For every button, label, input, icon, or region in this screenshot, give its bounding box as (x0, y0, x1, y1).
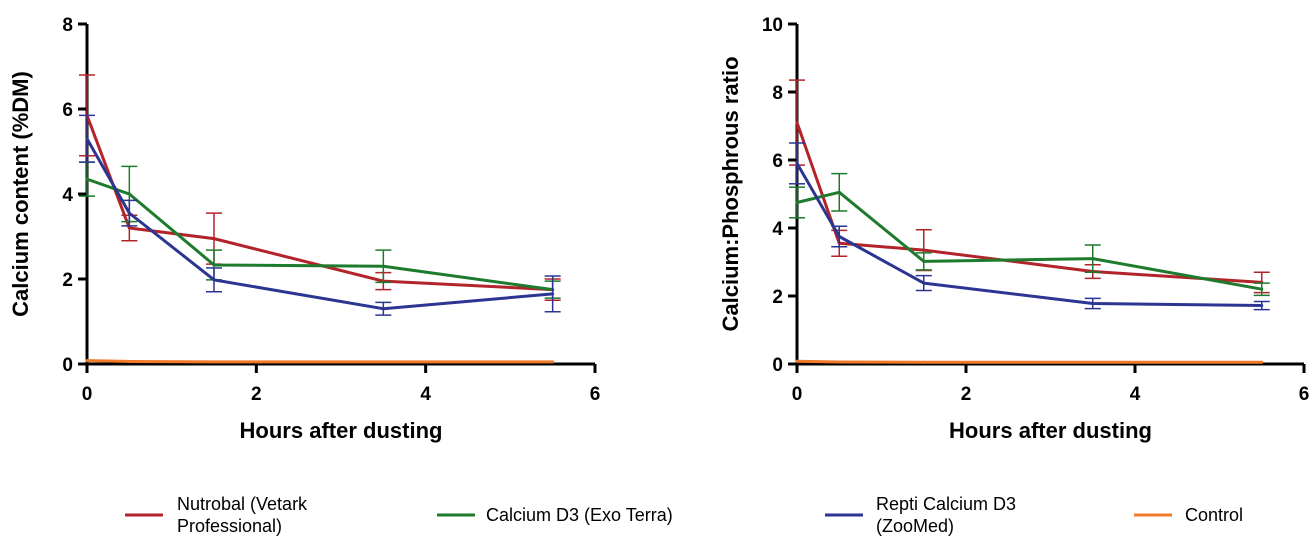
x-tick-label: 4 (420, 384, 431, 405)
data-point (127, 359, 131, 363)
series-line (795, 162, 1262, 308)
data-point (837, 190, 841, 194)
legend-label: Calcium D3 (Exo Terra) (486, 505, 673, 525)
y-tick-label: 6 (62, 100, 73, 121)
y-tick-label: 4 (62, 185, 73, 206)
data-point (1260, 360, 1264, 364)
y-tick-label: 2 (62, 270, 73, 291)
y-tick-label: 2 (772, 287, 783, 308)
data-point (127, 211, 131, 215)
legend-label: Control (1185, 505, 1243, 525)
data-point (1091, 257, 1095, 261)
y-tick-label: 0 (772, 355, 783, 376)
y-tick-label: 10 (762, 15, 783, 36)
legend-label: Repti Calcium D3 (876, 494, 1016, 514)
data-point (922, 248, 926, 252)
data-point (212, 263, 216, 267)
data-point (837, 235, 841, 238)
legend-item-control: Control (1134, 505, 1243, 525)
x-tick-label: 2 (961, 384, 972, 405)
data-point (795, 161, 799, 165)
series-line (85, 114, 553, 292)
data-point (212, 237, 216, 241)
calcium-content-chart: 0 2 4 6 8 0 2 4 6 Hours after dusting Calcium cont… (8, 15, 600, 443)
series-control (85, 359, 555, 364)
x-tick-label: 2 (251, 384, 262, 405)
data-point (922, 259, 926, 263)
data-point (1260, 304, 1264, 308)
data-point (1091, 301, 1095, 305)
series-line (85, 138, 553, 311)
x-axis-title: Hours after dusting (949, 418, 1152, 443)
data-point (127, 192, 131, 196)
y-axis-title: Calcium content (%DM) (8, 71, 33, 317)
series-line (796, 359, 1262, 364)
x-tick-label: 6 (1299, 384, 1310, 405)
data-point (1260, 287, 1264, 291)
legend-item-calcium_d3: Calcium D3 (Exo Terra) (437, 505, 673, 525)
data-point (381, 360, 385, 364)
y-axis-title: Calcium:Phosphrous ratio (718, 56, 743, 331)
series-control (795, 359, 1264, 364)
data-point (127, 226, 131, 230)
data-point (922, 360, 926, 364)
x-tick-label: 0 (82, 384, 93, 405)
data-point (212, 360, 216, 364)
x-tick-label: 6 (590, 384, 601, 405)
y-tick-label: 0 (62, 355, 73, 376)
calcium-phosphorus-ratio-chart: 0 2 4 6 8 10 0 2 4 6 Hours after dusting Calcium:Ph… (718, 15, 1309, 443)
y-tick-label: 6 (772, 151, 783, 172)
y-tick-label: 4 (772, 219, 783, 240)
legend-label: (ZooMed) (876, 516, 954, 536)
data-point (381, 307, 385, 311)
data-point (922, 281, 926, 285)
legend-label: Nutrobal (Vetark (177, 494, 308, 514)
legend-item-repti: Repti Calcium D3(ZooMed) (825, 494, 1016, 536)
data-point (1091, 360, 1095, 364)
data-point (551, 360, 555, 364)
data-point (85, 359, 89, 363)
data-point (85, 177, 89, 181)
x-tick-label: 4 (1130, 384, 1141, 405)
series-line (86, 359, 553, 364)
data-point (795, 121, 799, 125)
data-point (795, 359, 799, 363)
series-repti (79, 114, 561, 316)
data-point (795, 201, 799, 204)
series-line (796, 190, 1263, 291)
x-axis-title: Hours after dusting (240, 418, 443, 443)
data-point (837, 360, 841, 364)
legend-label: Professional) (177, 516, 282, 536)
x-tick-label: 0 (792, 384, 803, 405)
data-point (381, 264, 385, 268)
y-tick-label: 8 (772, 83, 783, 104)
data-point (212, 278, 216, 282)
series-repti (789, 142, 1270, 311)
data-point (85, 137, 89, 141)
y-tick-label: 8 (62, 15, 73, 36)
series-calcium_d3 (789, 172, 1270, 297)
data-point (551, 292, 555, 296)
